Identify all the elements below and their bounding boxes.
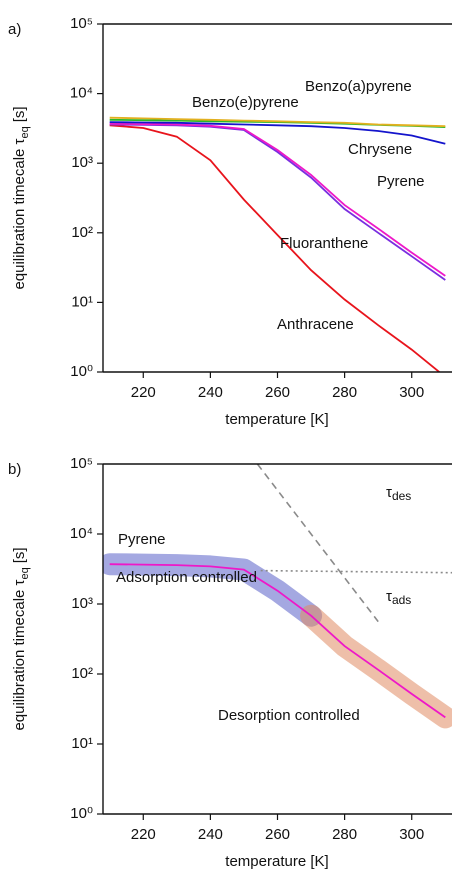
line (109, 121, 446, 145)
x-tick-label: 260 (265, 826, 290, 843)
plot-area (103, 464, 452, 729)
y-tick-label: 10⁰ (70, 363, 93, 380)
panel-label: a) (8, 21, 21, 38)
y-tick-label: 10² (71, 665, 93, 682)
y-axis-label: equilibration timecale τeq [s] (11, 106, 31, 289)
y-tick-label: 10⁵ (70, 455, 93, 472)
series-name: Fluoranthene (280, 235, 368, 252)
line (109, 563, 446, 719)
series-label: Anthracene (277, 316, 354, 333)
x-tick-label: 300 (399, 384, 424, 401)
line (256, 464, 379, 623)
line (260, 569, 452, 574)
series-label: τads (386, 588, 411, 607)
x-tick-label: 240 (198, 384, 223, 401)
y-tick-label: 10³ (71, 595, 93, 612)
y-tick-label: 10⁰ (70, 805, 93, 822)
x-tick-label: 300 (399, 826, 424, 843)
y-label-sub: eq (19, 126, 31, 138)
series-name: τ (386, 588, 392, 605)
band-label: Adsorption controlled (116, 569, 257, 586)
y-label-unit: [s] (11, 106, 28, 122)
x-tick-label: 280 (332, 384, 357, 401)
plot-area (109, 116, 446, 372)
line (109, 124, 441, 372)
y-tick-label: 10⁴ (70, 525, 93, 542)
series-name: Pyrene (118, 531, 166, 548)
y-tick-label: 10³ (71, 154, 93, 171)
series-label: τdes (386, 484, 411, 503)
series-name: Benzo(e)pyrene (192, 94, 299, 111)
y-tick-label: 10⁴ (70, 85, 93, 102)
x-tick-label: 260 (265, 384, 290, 401)
x-tick-label: 240 (198, 826, 223, 843)
series-name: Benzo(a)pyrene (305, 78, 412, 95)
x-axis-label: temperature [K] (225, 411, 328, 428)
line (109, 116, 446, 128)
panel-label: b) (8, 461, 21, 478)
y-label-text: equilibration timecale τ (11, 138, 28, 289)
y-label-unit: [s] (11, 547, 28, 563)
y-tick-label: 10² (71, 224, 93, 241)
x-tick-label: 280 (332, 826, 357, 843)
series-name: Pyrene (377, 173, 425, 190)
series-label: Chrysene (348, 141, 412, 158)
y-label-sub: eq (19, 567, 31, 579)
series-name: Chrysene (348, 141, 412, 158)
series-label: Pyrene (118, 531, 166, 548)
line (109, 122, 446, 277)
series-label: Pyrene (377, 173, 425, 190)
y-tick-label: 10¹ (71, 293, 93, 310)
band-label: Desorption controlled (218, 707, 360, 724)
y-axis-label: equilibration timecale τeq [s] (11, 547, 31, 730)
x-axis-label: temperature [K] (225, 853, 328, 870)
y-tick-label: 10⁵ (70, 15, 93, 32)
series-label: Benzo(e)pyrene (192, 94, 299, 111)
band (300, 604, 452, 729)
series-subscript: ads (392, 593, 411, 607)
series-name: τ (386, 484, 392, 501)
x-tick-label: 220 (131, 826, 156, 843)
y-tick-label: 10¹ (71, 735, 93, 752)
series-label: Fluoranthene (280, 235, 368, 252)
series-name: Anthracene (277, 316, 354, 333)
series-subscript: des (392, 489, 411, 503)
series-label: Benzo(a)pyrene (305, 78, 412, 95)
x-tick-label: 220 (131, 384, 156, 401)
y-label-text: equilibration timecale τ (11, 579, 28, 730)
